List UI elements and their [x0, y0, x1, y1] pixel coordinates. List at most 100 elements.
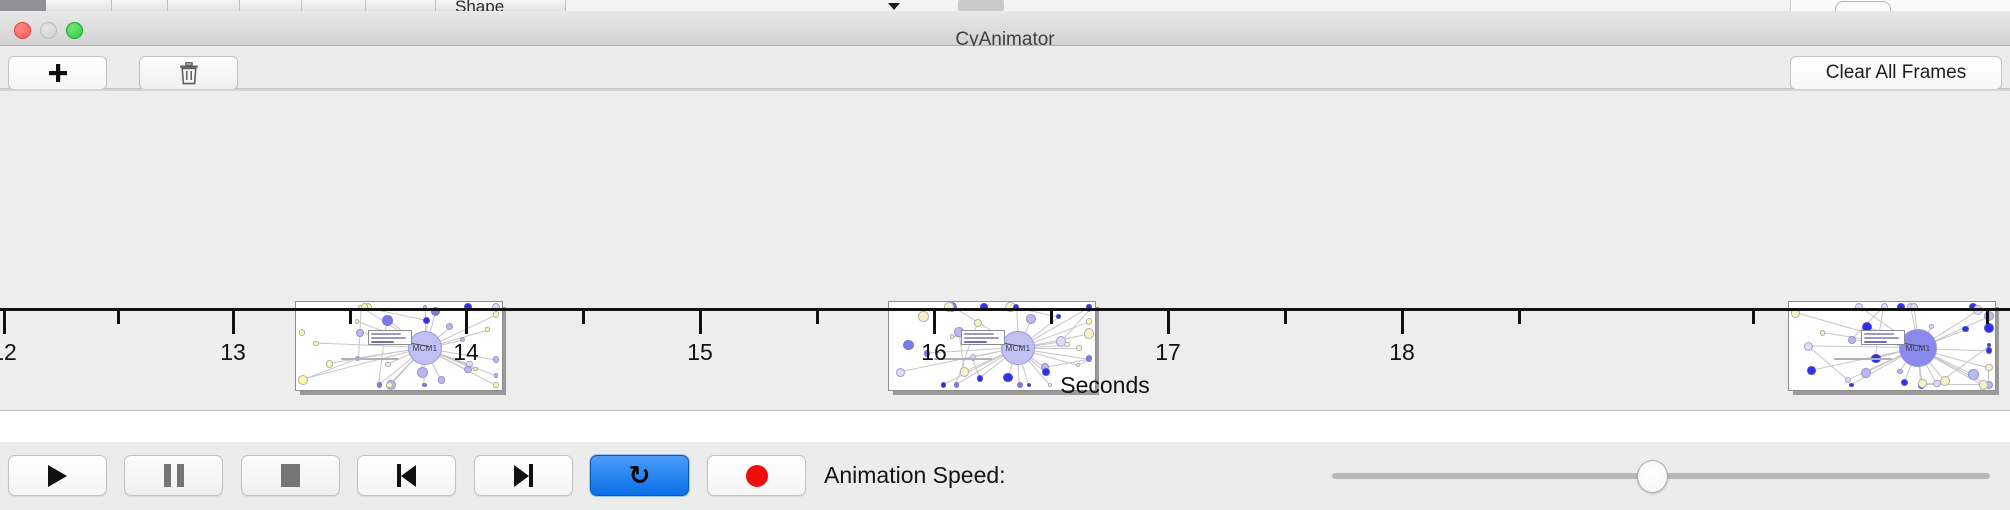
ruler-tick-minor	[1518, 311, 1521, 324]
timeline-panel[interactable]: MCM1 MCM1 MCM1 12 13 14 15 16 17 18 Seconds	[0, 89, 2010, 510]
network-node	[950, 334, 955, 339]
zoom-button[interactable]	[66, 22, 83, 39]
tooltip-text-line	[964, 341, 987, 343]
ruler-tick-minor	[1986, 311, 1989, 324]
ruler-tick-minor	[117, 311, 120, 324]
animation-speed-slider-thumb[interactable]	[1637, 460, 1668, 493]
network-node	[485, 327, 490, 332]
network-node	[1844, 377, 1852, 384]
ruler-tick-label: 12	[0, 339, 17, 365]
network-node	[959, 367, 970, 377]
loop-button[interactable]: ↻	[590, 455, 689, 496]
bg-window-label: Shape	[455, 0, 505, 11]
timeline-top-divider	[0, 89, 2010, 91]
network-node	[1026, 382, 1032, 388]
titlebar: CyAnimator	[0, 11, 2010, 50]
network-node	[1083, 327, 1095, 339]
network-node	[1849, 382, 1854, 388]
network-node	[1819, 330, 1826, 336]
bg-chip	[302, 0, 366, 11]
network-node	[422, 382, 427, 388]
ruler-tick-major	[1167, 311, 1170, 334]
network-node	[464, 366, 472, 374]
network-node	[297, 374, 308, 385]
first-frame-button[interactable]	[357, 455, 456, 496]
network-thumbnail: MCM1	[296, 302, 502, 390]
bg-chip	[436, 0, 566, 11]
network-node	[1962, 326, 1969, 333]
skip-forward-icon	[514, 464, 533, 487]
tooltip-text-line	[964, 333, 995, 335]
network-node	[941, 382, 947, 388]
delete-frame-button[interactable]	[139, 56, 238, 90]
add-frame-button[interactable]	[8, 56, 107, 90]
close-button[interactable]	[14, 22, 31, 39]
minimize-button[interactable]	[40, 22, 57, 39]
network-hub-node: MCM1	[1001, 331, 1035, 365]
ruler-tick-label: 18	[1389, 339, 1415, 365]
plus-icon	[48, 64, 67, 82]
ruler-tick-minor	[1050, 311, 1053, 324]
network-node	[1985, 363, 1993, 372]
network-node	[354, 319, 360, 324]
ruler-tick-minor	[1752, 311, 1755, 324]
play-button[interactable]	[8, 455, 107, 496]
record-button[interactable]	[707, 455, 806, 496]
network-node	[1918, 379, 1927, 388]
network-node	[944, 302, 954, 312]
animation-speed-label: Animation Speed:	[824, 462, 1006, 488]
timeline-frame[interactable]: MCM1	[1788, 301, 1996, 391]
network-node	[385, 361, 391, 368]
window-title: CyAnimator	[955, 29, 1055, 50]
network-node	[1076, 345, 1082, 351]
network-node	[356, 328, 364, 337]
clear-all-frames-button[interactable]: Clear All Frames	[1790, 56, 2002, 90]
network-node	[1804, 341, 1814, 351]
network-node	[1984, 323, 1994, 334]
ruler-tick-major	[465, 311, 468, 334]
play-icon	[48, 464, 67, 487]
axis-title-label: Seconds	[1060, 372, 1150, 398]
network-node	[1901, 379, 1909, 387]
network-node	[298, 328, 306, 336]
bg-chip	[112, 0, 168, 11]
network-node	[1085, 318, 1093, 325]
tooltip-text-line	[1864, 341, 1887, 343]
record-icon	[745, 464, 768, 487]
network-node	[1003, 372, 1013, 383]
network-thumbnail: MCM1	[1789, 302, 1995, 390]
network-node	[1048, 382, 1053, 388]
last-frame-button[interactable]	[474, 455, 573, 496]
network-node	[1055, 335, 1067, 347]
ruler-tick-minor	[816, 311, 819, 324]
stop-button[interactable]	[241, 455, 340, 496]
network-node	[381, 315, 393, 326]
ruler-tick-label: 15	[687, 339, 713, 365]
network-node	[1896, 368, 1903, 375]
ruler-tick-minor	[349, 311, 352, 324]
network-caption-text	[1834, 358, 1892, 360]
pause-button[interactable]	[124, 455, 223, 496]
ruler-tick-label: 17	[1155, 339, 1181, 365]
tooltip-text-line	[371, 333, 402, 335]
timeline-frame[interactable]: MCM1	[295, 301, 503, 391]
network-node	[416, 367, 428, 378]
loop-icon: ↻	[628, 460, 651, 491]
bg-right-curve	[1835, 1, 1891, 11]
ruler-tick-label: 16	[921, 339, 947, 365]
traffic-lights	[14, 22, 83, 39]
tooltip-text-line	[371, 337, 406, 339]
network-node	[1042, 368, 1050, 377]
tooltip-text-line	[371, 341, 394, 343]
network-caption-text	[934, 358, 992, 360]
network-node	[1985, 347, 1993, 354]
toolbar: Clear All Frames	[0, 46, 2010, 90]
network-node	[974, 319, 983, 328]
stop-icon	[281, 464, 300, 487]
network-node	[430, 306, 440, 316]
network-node	[1929, 323, 1934, 329]
network-node	[313, 340, 319, 347]
ruler-tick-label: 13	[220, 339, 246, 365]
network-node	[459, 337, 465, 343]
